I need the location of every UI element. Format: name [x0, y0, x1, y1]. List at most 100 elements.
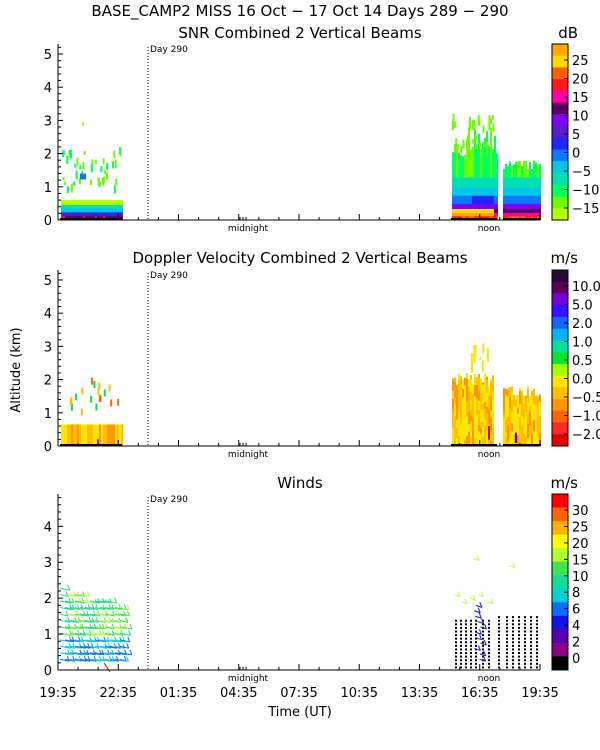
wind-point — [518, 626, 520, 629]
snr-cell — [119, 208, 121, 213]
snr-cell — [89, 208, 91, 213]
snr-cell — [452, 187, 454, 196]
doppler-cell — [460, 395, 462, 410]
snr-cell — [525, 212, 527, 217]
snr-cell — [505, 177, 507, 188]
doppler-cell — [484, 433, 486, 441]
snr-cell — [517, 161, 519, 178]
snr-cell — [119, 212, 121, 217]
snr-cell — [89, 204, 91, 209]
snr-cell — [519, 203, 521, 210]
doppler-cell — [490, 440, 492, 447]
wind-point — [465, 619, 467, 622]
x-tick-label: 16:35 — [461, 686, 498, 701]
snr-cell — [515, 212, 517, 217]
wind-barb-flag — [481, 618, 485, 624]
doppler-cell — [537, 436, 539, 447]
wind-point — [506, 648, 508, 651]
snr-cell — [537, 195, 539, 205]
colorbar-swatch — [552, 305, 568, 318]
doppler-cell — [525, 397, 527, 405]
doppler-cell — [460, 409, 462, 424]
wind-point — [465, 648, 467, 651]
wind-point — [488, 630, 490, 633]
doppler-cell — [472, 383, 474, 394]
wind-point — [460, 648, 462, 651]
wind-point — [506, 644, 508, 647]
snr-cell — [482, 195, 484, 205]
doppler-cell — [490, 430, 492, 442]
colorbar-label: 25 — [572, 520, 589, 535]
snr-cell — [474, 212, 476, 217]
snr-cell — [470, 208, 472, 213]
wind-barb — [94, 607, 105, 610]
snr-cell — [106, 162, 109, 171]
snr-cell — [111, 204, 113, 209]
snr-cell — [113, 208, 115, 213]
colorbar-label: 5 — [572, 128, 580, 143]
doppler-cell — [63, 424, 65, 447]
snr-cell — [121, 204, 123, 209]
wind-point — [524, 630, 526, 633]
snr-cell — [529, 212, 531, 217]
wind-barb — [473, 558, 480, 562]
snr-cell — [531, 177, 533, 188]
y-tick-label: 3 — [44, 340, 52, 355]
doppler-cell — [519, 416, 521, 431]
snr-cell — [523, 203, 525, 210]
snr-cell — [101, 212, 103, 217]
wind-point — [498, 652, 500, 655]
snr-cell — [468, 208, 470, 213]
wind-barb — [74, 658, 87, 662]
colorbar-label: 0.5 — [572, 354, 593, 369]
doppler-cell — [492, 415, 494, 423]
doppler-cell — [492, 404, 494, 417]
wind-point — [512, 655, 514, 658]
snr-cell — [71, 208, 73, 213]
wind-barb-flag — [111, 623, 115, 630]
doppler-cell — [531, 421, 533, 435]
snr-cell — [89, 212, 91, 217]
wind-barb — [461, 601, 468, 605]
colorbar-swatch — [552, 44, 568, 57]
snr-cell — [492, 212, 494, 217]
snr-cell — [491, 115, 494, 120]
snr-cell — [460, 155, 462, 178]
snr-cell — [484, 208, 486, 213]
colorbar-label: 2.0 — [572, 317, 593, 332]
wind-point — [512, 659, 514, 662]
doppler-cell — [79, 424, 81, 447]
colorbar-label: 20 — [572, 537, 589, 552]
snr-cell — [486, 208, 488, 213]
wind-point — [530, 637, 532, 640]
wind-point — [498, 655, 500, 658]
wind-point — [475, 652, 477, 655]
doppler-cell — [464, 409, 466, 423]
doppler-cell — [492, 427, 494, 437]
wind-point — [498, 637, 500, 640]
snr-cell — [67, 212, 69, 217]
doppler-cell — [479, 357, 482, 360]
snr-cell — [480, 187, 482, 196]
doppler-cell — [486, 348, 489, 363]
wind-barb-flag — [483, 650, 487, 657]
wind-barb — [480, 642, 487, 646]
snr-cell — [471, 120, 474, 130]
snr-cell — [525, 177, 527, 188]
snr-cell — [527, 212, 529, 217]
snr-cell — [482, 208, 484, 213]
snr-cell — [91, 212, 93, 217]
snr-cell — [531, 168, 533, 178]
doppler-cell — [472, 437, 474, 447]
doppler-cell — [527, 414, 529, 424]
wind-barb-flag — [484, 623, 487, 630]
colorbar-swatch — [552, 656, 568, 671]
wind-point — [488, 626, 490, 629]
doppler-cell — [121, 424, 123, 447]
wind-barb-flag — [114, 597, 118, 604]
snr-cell — [476, 177, 478, 188]
snr-cell — [458, 187, 460, 196]
doppler-cell — [474, 395, 476, 412]
snr-cell — [113, 185, 116, 194]
wind-barb — [74, 639, 84, 643]
